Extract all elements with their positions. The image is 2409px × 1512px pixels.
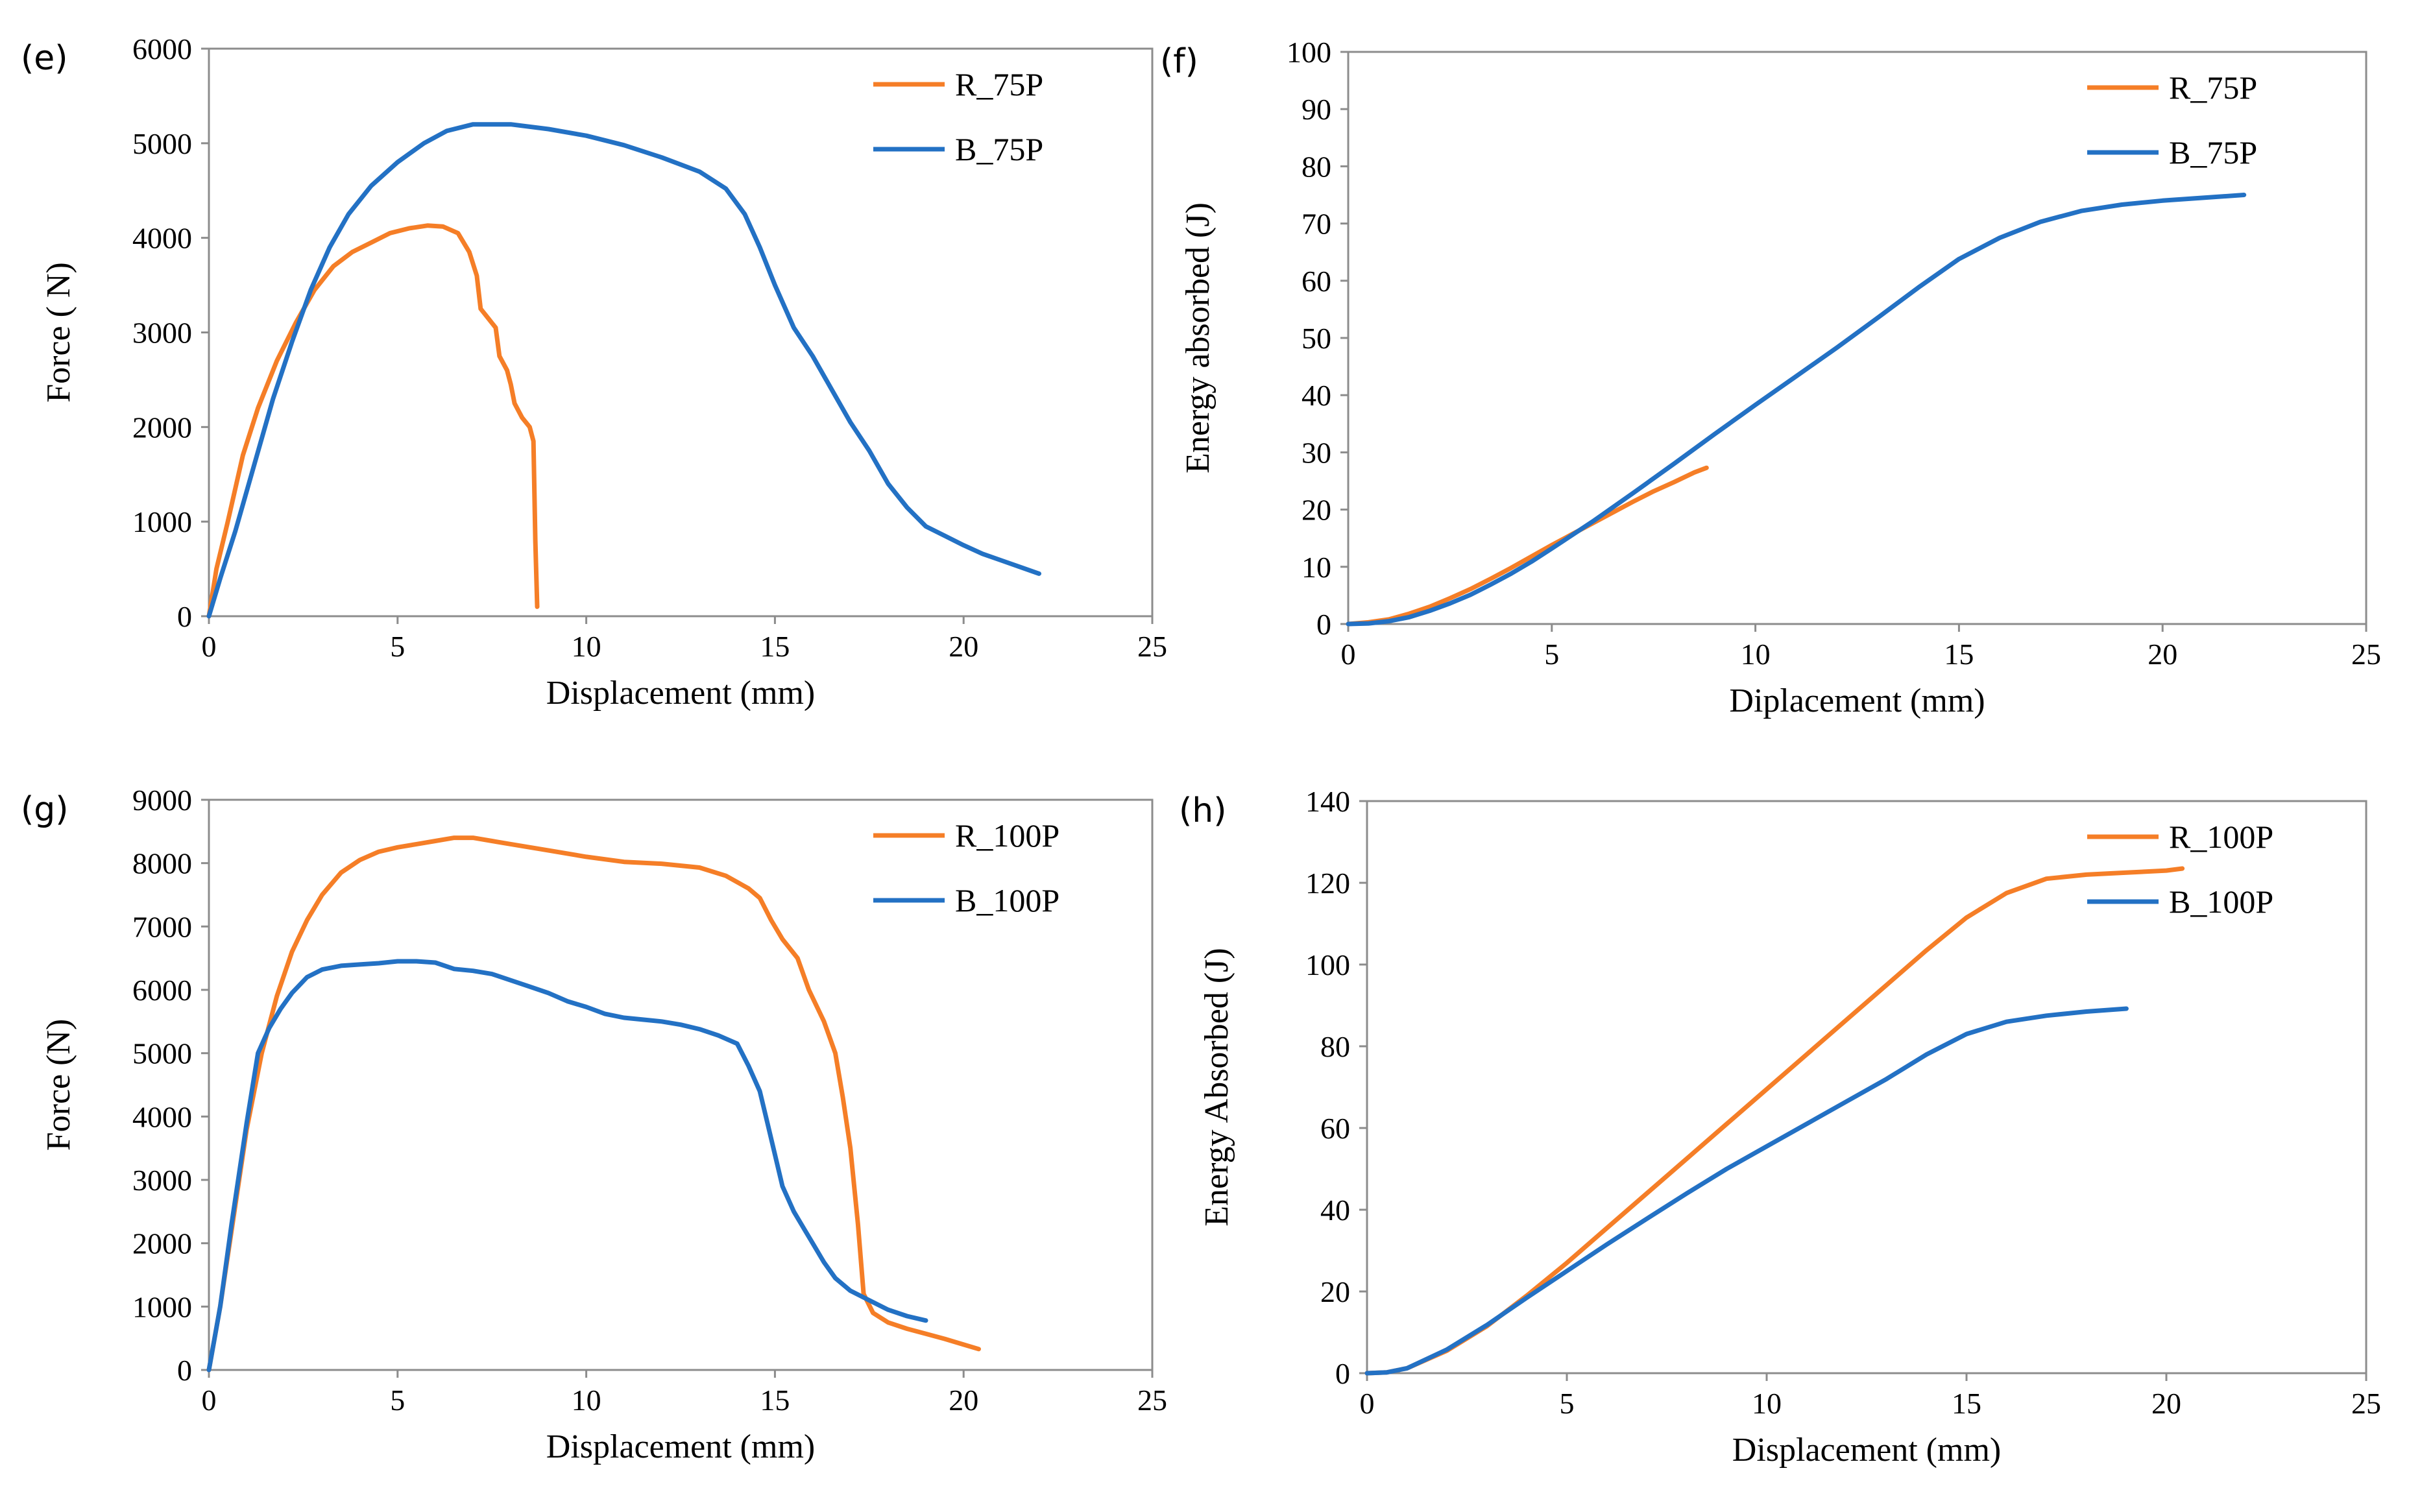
panel-h: (h) 0 5 10 15 20 25 0 20 40 60 80 100 120 140 Displacem… [1179, 785, 2381, 1469]
x-tick-label: 20 [2148, 638, 2177, 671]
y-tick-label: 1000 [132, 505, 192, 538]
x-tick-label: 10 [1741, 638, 1771, 671]
y-tick-label: 3000 [132, 317, 192, 350]
series-line-R_75P [206, 223, 540, 619]
y-tick-label: 1000 [132, 1290, 192, 1323]
y-tick-label: 5000 [132, 127, 192, 160]
y-axis-title: Force ( N) [40, 262, 77, 403]
y-tick-label: 6000 [132, 32, 192, 66]
x-tick-label: 0 [202, 1384, 217, 1417]
legend-label: R_100P [2169, 819, 2273, 855]
series-line-B_75P [206, 122, 1041, 619]
x-tick-label: 5 [390, 1384, 405, 1417]
legend-label: R_100P [955, 817, 1059, 854]
x-tick-label: 5 [1560, 1387, 1575, 1420]
x-tick-label: 5 [1544, 638, 1559, 671]
y-tick-label: 5000 [132, 1037, 192, 1070]
x-tick-label: 25 [2351, 638, 2381, 671]
x-tick-label: 10 [572, 630, 601, 663]
y-axis-title: Energy Absorbed (J) [1198, 948, 1235, 1226]
x-tick-label: 20 [2151, 1387, 2181, 1420]
x-tick-label: 25 [1137, 630, 1167, 663]
x-tick-label: 10 [572, 1384, 601, 1417]
y-tick-label: 4000 [132, 1100, 192, 1133]
legend-label: B_100P [2169, 883, 2273, 920]
y-tick-label: 20 [1301, 494, 1331, 527]
y-tick-label: 8000 [132, 847, 192, 880]
y-tick-label: 60 [1301, 265, 1331, 298]
plot-area-border [208, 798, 1154, 1371]
legend-label: R_75P [955, 66, 1043, 102]
panel-label: (e) [21, 39, 68, 78]
x-tick-label: 20 [949, 1384, 978, 1417]
panel-label: (h) [1179, 791, 1227, 830]
panel-label: (f) [1160, 42, 1198, 81]
x-tick-label: 0 [202, 630, 217, 663]
series-line-R_100P [206, 835, 981, 1373]
x-tick-label: 25 [1137, 1384, 1167, 1417]
series-line-B_75P [1346, 193, 2247, 627]
x-tick-label: 10 [1752, 1387, 1782, 1420]
y-tick-label: 0 [177, 1354, 192, 1387]
y-tick-label: 0 [1316, 608, 1331, 641]
y-tick-label: 90 [1301, 93, 1331, 126]
x-tick-label: 0 [1360, 1387, 1375, 1420]
y-tick-label: 6000 [132, 974, 192, 1007]
y-axis-title: Energy absorbed (J) [1180, 202, 1217, 474]
y-tick-label: 40 [1320, 1194, 1350, 1227]
y-tick-label: 140 [1305, 785, 1350, 818]
x-tick-label: 15 [1944, 638, 1974, 671]
y-tick-label: 7000 [132, 910, 192, 943]
series-line-B_100P [1364, 1006, 2129, 1376]
x-tick-label: 15 [760, 1384, 790, 1417]
y-tick-label: 40 [1301, 379, 1331, 412]
series-line-R_100P [1364, 866, 2185, 1376]
legend-label: B_75P [2169, 134, 2257, 171]
y-tick-label: 0 [1335, 1357, 1350, 1390]
x-tick-label: 5 [390, 630, 405, 663]
y-tick-label: 20 [1320, 1275, 1350, 1308]
y-tick-label: 100 [1305, 948, 1350, 981]
x-axis-title: Displacement (mm) [546, 1428, 815, 1465]
legend-label: B_75P [955, 131, 1043, 167]
x-tick-label: 0 [1341, 638, 1356, 671]
y-tick-label: 60 [1320, 1112, 1350, 1145]
y-tick-label: 100 [1287, 36, 1331, 69]
y-tick-label: 4000 [132, 222, 192, 255]
y-tick-label: 70 [1301, 208, 1331, 241]
x-axis-title: Displacement (mm) [546, 675, 815, 712]
panel-g: (g) 0 5 10 15 20 25 0 1000 2000 3000 4000 5000 6000 70… [21, 784, 1167, 1465]
x-axis-title: Displacement (mm) [1732, 1432, 2001, 1469]
y-tick-label: 2000 [132, 411, 192, 444]
panel-label: (g) [21, 790, 69, 829]
y-tick-label: 80 [1301, 150, 1331, 183]
x-tick-label: 20 [949, 630, 978, 663]
y-tick-label: 0 [177, 600, 192, 633]
panel-e: (e) 0 5 10 15 20 25 0 1000 2000 3000 4000 5000 6000 Di… [21, 32, 1167, 712]
x-tick-label: 25 [2351, 1387, 2381, 1420]
y-tick-label: 30 [1301, 436, 1331, 469]
y-tick-label: 120 [1305, 867, 1350, 900]
panel-f: (f) 0 5 10 15 20 25 0 10 20 30 40 50 60 70 80 90 100 Dipla… [1160, 36, 2381, 719]
series-line-B_100P [206, 959, 928, 1373]
x-tick-label: 15 [1952, 1387, 1981, 1420]
y-tick-label: 2000 [132, 1227, 192, 1260]
y-tick-label: 10 [1301, 551, 1331, 584]
x-axis-title: Diplacement (mm) [1729, 682, 1985, 719]
y-tick-label: 50 [1301, 322, 1331, 355]
y-tick-label: 80 [1320, 1030, 1350, 1063]
series-line-R_75P [1346, 465, 1709, 627]
y-tick-label: 9000 [132, 784, 192, 817]
y-tick-label: 3000 [132, 1164, 192, 1197]
y-axis-title: Force (N) [40, 1019, 77, 1151]
x-tick-label: 15 [760, 630, 790, 663]
legend-label: R_75P [2169, 69, 2257, 106]
legend-label: B_100P [955, 882, 1059, 918]
plot-area-border [1366, 800, 2367, 1374]
